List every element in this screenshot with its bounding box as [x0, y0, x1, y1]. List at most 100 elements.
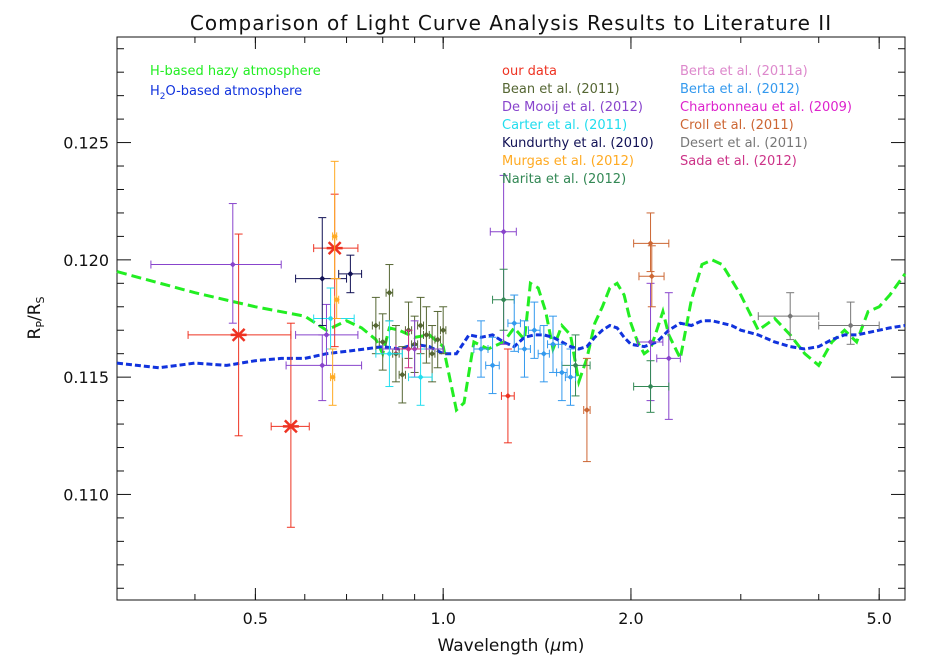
diamond-marker: [478, 345, 485, 352]
data-point: [150, 203, 282, 324]
model-curves: [116, 258, 907, 413]
data-point: [433, 310, 442, 369]
data-point: [633, 212, 670, 273]
data-point: [473, 320, 489, 378]
y-axis-label-main: R: [25, 327, 45, 339]
data-point: [818, 301, 880, 345]
x-tick-label: 0.5: [243, 609, 268, 628]
legend-entry: Charbonneau et al. (2009): [680, 100, 852, 115]
data-point: [485, 336, 500, 395]
model-legend-h2o-sub: 2: [160, 92, 166, 102]
diamond-marker: [372, 322, 379, 329]
data-point: [422, 306, 431, 364]
diamond-marker: [417, 322, 424, 329]
diamond-marker: [787, 313, 794, 320]
data-point: [561, 334, 591, 397]
y-tick-label: 0.125: [63, 134, 109, 153]
data-point: [395, 329, 422, 369]
diamond-marker: [386, 350, 393, 357]
data-point: [582, 357, 591, 463]
data-point: [492, 268, 515, 331]
model-legend: H-based hazy atmosphere H2O-based atmosp…: [150, 64, 321, 102]
legend: our data Bean et al. (2011) De Mooij et al…: [502, 64, 852, 187]
data-point: [371, 296, 380, 355]
diamond-marker: [567, 374, 574, 381]
data-point: [187, 233, 292, 437]
y-tick-label: 0.120: [63, 251, 109, 270]
data-point: [517, 320, 531, 378]
diamond-marker: [399, 371, 406, 378]
data-point: [757, 292, 820, 341]
x-tick-label: 1.0: [430, 609, 455, 628]
data-point: [656, 292, 681, 420]
diamond-marker: [347, 270, 354, 277]
diamond-marker: [331, 233, 338, 240]
diamond-marker: [229, 261, 236, 268]
diamond-marker: [500, 296, 507, 303]
y-tick-label: 0.115: [63, 368, 109, 387]
diamond-marker: [647, 383, 654, 390]
chart-title: Comparison of Light Curve Analysis Resul…: [190, 11, 832, 35]
diamond-marker: [489, 362, 496, 369]
diamond-marker: [323, 331, 330, 338]
x-tick-label: 5.0: [866, 609, 891, 628]
legend-entry: Bean et al. (2011): [502, 82, 620, 97]
hazy-atmosphere-curve: [116, 258, 907, 413]
diamond-marker: [572, 362, 579, 369]
legend-entry: Berta et al. (2012): [680, 82, 800, 97]
data-point: [332, 278, 341, 319]
x-tick-label: 2.0: [618, 609, 643, 628]
y-axis-label-slash: /R: [25, 303, 45, 321]
x-axis-label-main: Wavelength (: [438, 636, 551, 656]
diamond-marker: [319, 362, 326, 369]
diamond-marker: [417, 374, 424, 381]
y-axis-label: RP/RS: [25, 296, 47, 339]
y-axis-label-sub-s: S: [34, 296, 47, 303]
h2o-atmosphere-curve: [116, 319, 906, 370]
data-point: [338, 254, 363, 294]
data-point: [330, 160, 339, 280]
diamond-marker: [558, 369, 565, 376]
diamond-marker: [511, 320, 518, 327]
diamond-marker: [847, 322, 854, 329]
diamond-marker: [647, 240, 654, 247]
diamond-marker: [423, 331, 430, 338]
model-legend-h2o-h: H: [150, 84, 160, 99]
diamond-marker: [665, 355, 672, 362]
diamond-marker: [647, 338, 654, 345]
legend-entry: Carter et al. (2011): [502, 118, 627, 133]
diamond-marker: [504, 392, 511, 399]
data-points: [150, 160, 880, 528]
data-point: [537, 325, 550, 383]
model-legend-hazy: H-based hazy atmosphere: [150, 64, 321, 79]
plot-frame: [116, 36, 906, 601]
data-point: [633, 360, 670, 413]
legend-entry: Berta et al. (2011a): [680, 64, 808, 79]
data-point: [328, 348, 337, 406]
data-point: [270, 322, 310, 528]
diamond-marker: [550, 341, 557, 348]
legend-entry: Sada et al. (2012): [680, 154, 797, 169]
data-point: [507, 294, 521, 352]
diamond-marker: [583, 406, 590, 413]
legend-entry: Kundurthy et al. (2010): [502, 136, 654, 151]
data-point: [295, 303, 359, 366]
diamond-marker: [648, 273, 655, 280]
data-point: [385, 264, 394, 322]
diamond-marker: [319, 275, 326, 282]
legend-entry: Murgas et al. (2012): [502, 154, 634, 169]
y-axis-label-sub-p: P: [34, 321, 47, 328]
diamond-marker: [333, 296, 340, 303]
data-point: [527, 301, 541, 359]
data-point: [428, 325, 437, 383]
x-axis-label: Wavelength (μm): [438, 636, 585, 656]
axis-ticks: 0.5 1.0 2.0 5.0 0.110 0.115 0.120 0.125: [63, 37, 905, 628]
legend-entry: Croll et al. (2011): [680, 118, 794, 133]
diamond-marker: [405, 345, 412, 352]
diamond-marker: [540, 350, 547, 357]
legend-entry: De Mooij et al. (2012): [502, 100, 643, 115]
diamond-marker: [500, 228, 507, 235]
diamond-marker: [386, 289, 393, 296]
data-point: [556, 343, 568, 402]
